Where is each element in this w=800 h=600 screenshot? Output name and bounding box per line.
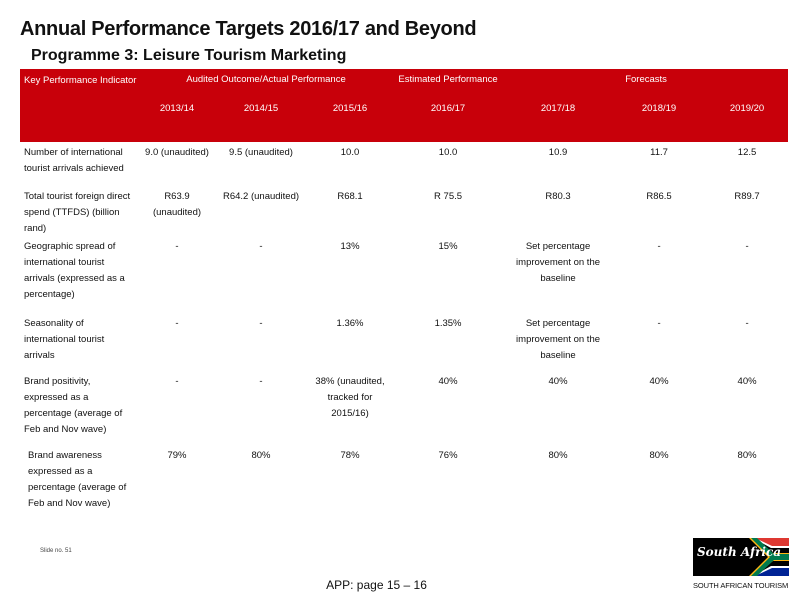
value-cell: 11.7 bbox=[650, 147, 668, 158]
indicator-cell: Brand positivity, expressed as a percent… bbox=[24, 376, 123, 435]
logo-caption: SOUTH AFRICAN TOURISM bbox=[693, 581, 789, 590]
value-cell: 78% bbox=[340, 450, 360, 461]
value-cell: 80% bbox=[737, 450, 757, 461]
value-cell: - bbox=[175, 318, 179, 329]
value-cell: 76% bbox=[438, 450, 458, 461]
indicator-cell: Brand awareness expressed as a percentag… bbox=[28, 450, 127, 509]
value-cell: - bbox=[745, 241, 749, 252]
value-cell: 38% (unaudited, tracked for 2015/16) bbox=[315, 376, 385, 419]
value-cell: 1.35% bbox=[434, 318, 462, 329]
value-cell: - bbox=[657, 241, 661, 252]
value-cell: 80% bbox=[649, 450, 669, 461]
value-cell: R64.2 (unaudited) bbox=[222, 191, 300, 202]
value-cell: R63.9 (unaudited) bbox=[152, 191, 202, 218]
value-cell: 80% bbox=[251, 450, 271, 461]
header-year: 2016/17 bbox=[392, 97, 505, 142]
page-title: Annual Performance Targets 2016/17 and B… bbox=[20, 18, 477, 40]
value-cell: - bbox=[175, 376, 179, 387]
table-year-row: 2013/14 2014/15 2015/16 2016/17 2017/18 … bbox=[20, 97, 789, 142]
value-cell: 13% bbox=[340, 241, 360, 252]
value-cell: - bbox=[259, 376, 263, 387]
header-audited-performance: Audited Outcome/Actual Performance bbox=[140, 69, 393, 97]
table-row: Total tourist foreign direct spend (TTFD… bbox=[20, 188, 788, 238]
logo-script-text: South Africa bbox=[697, 545, 782, 559]
header-forecasts: Forecasts bbox=[504, 69, 789, 97]
value-cell: 15% bbox=[438, 241, 458, 252]
indicator-cell: Number of international tourist arrivals… bbox=[24, 147, 124, 174]
header-estimated-performance: Estimated Performance bbox=[392, 69, 505, 97]
value-cell: R80.3 bbox=[545, 191, 571, 202]
value-cell: - bbox=[259, 318, 263, 329]
value-cell: 79% bbox=[167, 450, 187, 461]
value-cell: 40% bbox=[438, 376, 458, 387]
header-year: 2019/20 bbox=[706, 97, 789, 142]
value-cell: 40% bbox=[737, 376, 757, 387]
value-cell: 9.0 (unaudited) bbox=[145, 147, 209, 158]
value-cell: - bbox=[259, 241, 263, 252]
table-row: Brand awareness expressed as a percentag… bbox=[20, 447, 788, 515]
header-year: 2014/15 bbox=[214, 97, 308, 142]
indicator-cell: Geographic spread of international touri… bbox=[24, 241, 125, 300]
value-cell: 1.36% bbox=[336, 318, 364, 329]
header-year: 2013/14 bbox=[140, 97, 214, 142]
table-row: Number of international tourist arrivals… bbox=[20, 142, 788, 188]
value-cell: 40% bbox=[649, 376, 669, 387]
header-year: 2018/19 bbox=[612, 97, 707, 142]
header-key-performance-indicator: Key Performance Indicator bbox=[20, 69, 140, 142]
value-cell: Set percentage improvement on the baseli… bbox=[516, 318, 601, 361]
value-cell: 10.0 bbox=[438, 147, 458, 158]
value-cell: R68.1 bbox=[337, 191, 363, 202]
indicator-cell: Total tourist foreign direct spend (TTFD… bbox=[24, 191, 131, 234]
page-reference-footer: APP: page 15 – 16 bbox=[326, 578, 427, 592]
value-cell: R86.5 bbox=[646, 191, 672, 202]
performance-targets-table: Key Performance Indicator Audited Outcom… bbox=[20, 69, 789, 515]
table-row: Brand positivity, expressed as a percent… bbox=[20, 373, 788, 447]
indicator-cell: Seasonality of international tourist arr… bbox=[24, 318, 105, 361]
header-year: 2015/16 bbox=[308, 97, 393, 142]
value-cell: - bbox=[175, 241, 179, 252]
value-cell: 10.0 bbox=[340, 147, 360, 158]
value-cell: Set percentage improvement on the baseli… bbox=[516, 241, 601, 284]
value-cell: 9.5 (unaudited) bbox=[229, 147, 293, 158]
value-cell: 40% bbox=[548, 376, 568, 387]
south-african-tourism-logo: South Africa SOUTH AFRICAN TOURISM bbox=[693, 538, 789, 590]
table-row: Seasonality of international tourist arr… bbox=[20, 315, 788, 373]
table-header-row: Key Performance Indicator Audited Outcom… bbox=[20, 69, 789, 142]
value-cell: R89.7 bbox=[734, 191, 760, 202]
header-year: 2017/18 bbox=[504, 97, 613, 142]
flag-logo-icon: South Africa bbox=[693, 538, 789, 576]
value-cell: 10.9 bbox=[548, 147, 568, 158]
value-cell: - bbox=[745, 318, 749, 329]
table-row: Geographic spread of international touri… bbox=[20, 238, 788, 315]
value-cell: - bbox=[657, 318, 661, 329]
value-cell: R 75.5 bbox=[434, 191, 463, 202]
value-cell: 12.5 bbox=[737, 147, 757, 158]
page-subtitle: Programme 3: Leisure Tourism Marketing bbox=[31, 47, 347, 64]
slide-number: Slide no. 51 bbox=[40, 548, 72, 554]
value-cell: 80% bbox=[548, 450, 568, 461]
